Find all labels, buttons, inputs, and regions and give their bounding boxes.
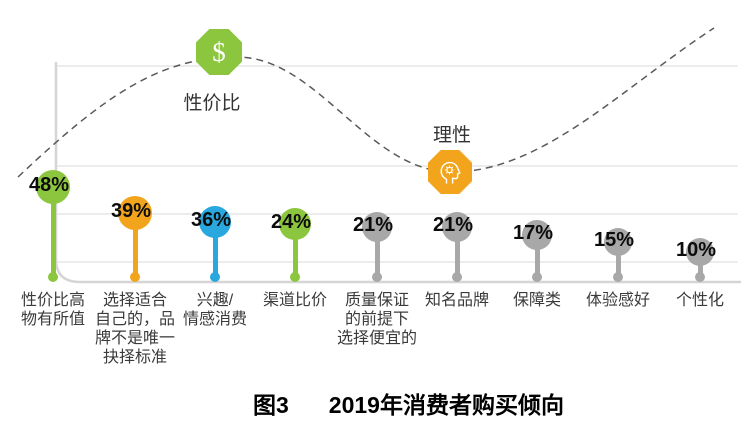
lollipop-cap <box>695 272 705 282</box>
lollipop-cap <box>130 272 140 282</box>
value-label: 21% <box>432 214 474 236</box>
value-label: 10% <box>675 239 717 261</box>
lollipop-cap <box>290 272 300 282</box>
value-label: 36% <box>190 209 232 231</box>
lollipop-cap <box>532 272 542 282</box>
lollipop-stem <box>292 224 298 277</box>
value-label: 48% <box>28 174 70 196</box>
lollipop-cap <box>372 272 382 282</box>
lollipop-stem <box>454 227 460 277</box>
lollipop-stem <box>374 227 380 277</box>
figure-title: 2019年消费者购买倾向 <box>328 392 564 418</box>
category-label: 选择适合 自己的，品 牌不是唯一 抉择标准 <box>94 292 175 366</box>
category-label: 保障类 <box>512 292 561 309</box>
trend-curve <box>17 27 715 178</box>
rational-label: 理性 <box>432 125 471 146</box>
dollar-symbol: $ <box>212 36 226 67</box>
figure-number: 图3 <box>253 392 289 418</box>
cost-performance-dollar-icon: $ <box>196 29 242 75</box>
category-label: 个性化 <box>675 292 724 309</box>
lollipop-stem <box>534 235 540 277</box>
lollipop-cap <box>613 272 623 282</box>
category-label: 知名品牌 <box>424 292 489 309</box>
lollipop-bubble <box>686 238 714 266</box>
head-gear-glyph <box>440 161 461 184</box>
value-label: 39% <box>110 200 152 222</box>
category-label: 兴趣/ 情感消费 <box>182 292 247 328</box>
lollipop-stem <box>132 213 138 277</box>
lollipop-cap <box>210 272 220 282</box>
lollipop-bubble <box>522 220 552 250</box>
category-label: 体验感好 <box>585 292 650 309</box>
lollipop-bubble <box>279 208 311 240</box>
lollipop-stem <box>212 222 218 277</box>
value-label: 15% <box>593 229 635 251</box>
lollipop-cap <box>48 272 58 282</box>
cost-performance-label: 性价比 <box>183 93 241 114</box>
category-label: 质量保证 的前提下 选择便宜的 <box>336 292 417 347</box>
chart-grid <box>17 27 741 284</box>
category-label: 渠道比价 <box>262 292 327 309</box>
rational-head-icon <box>428 150 472 194</box>
lollipop-bubble <box>199 206 231 238</box>
value-label: 21% <box>352 214 394 236</box>
lollipop-bubble <box>442 212 472 242</box>
lollipop-stem <box>615 242 621 277</box>
lollipop-bubble <box>36 170 70 204</box>
lollipop-stem <box>50 187 56 277</box>
category-label: 性价比高 物有所值 <box>20 292 85 328</box>
value-label: 17% <box>512 222 554 244</box>
lollipop-bubble <box>118 196 152 230</box>
lollipop-bubble <box>604 228 632 256</box>
axis-line <box>54 62 741 284</box>
lollipop-bubble <box>362 212 392 242</box>
figure-caption: 图3 2019年消费者购买倾向 <box>253 386 564 420</box>
lollipop-cap <box>452 272 462 282</box>
value-label: 24% <box>270 211 312 233</box>
